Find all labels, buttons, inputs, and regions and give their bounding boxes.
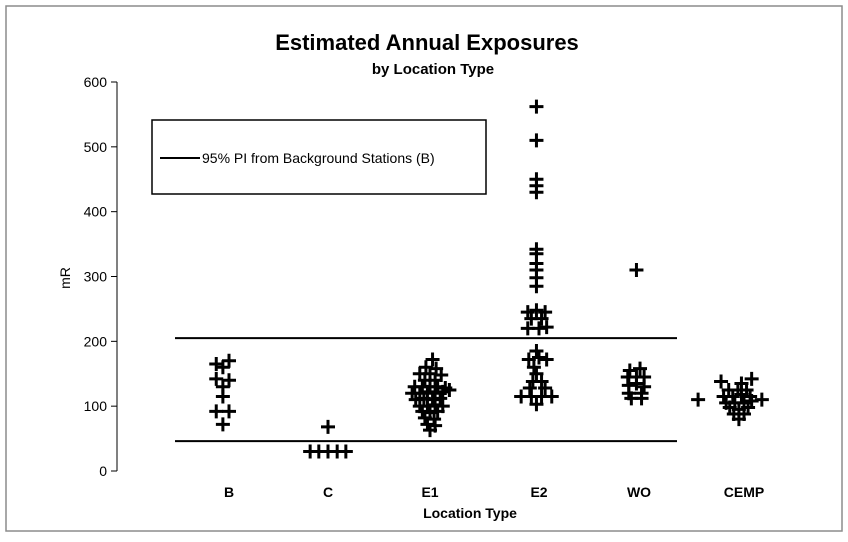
data-point-wo	[629, 376, 644, 391]
data-point-cemp	[714, 374, 729, 389]
data-point-e1	[423, 423, 437, 438]
data-point-wo	[634, 391, 649, 406]
y-tick-label: 0	[99, 463, 107, 479]
data-point-cemp	[744, 371, 759, 386]
data-point-b	[209, 404, 224, 419]
data-point-e2	[529, 185, 544, 200]
data-point-e2	[529, 303, 544, 318]
x-axis-label: Location Type	[423, 505, 517, 521]
reference-lines	[175, 337, 677, 443]
data-point-b	[222, 404, 236, 419]
data-point-e1	[425, 352, 440, 367]
y-axis-label: mR	[57, 267, 73, 289]
chart-border	[5, 5, 843, 532]
data-point-e2	[539, 352, 554, 367]
data-point-e1	[430, 404, 445, 419]
data-point-e2	[522, 381, 537, 396]
y-axis-ticks: 0 100 200 300 400 500 600	[84, 74, 117, 479]
data-point-wo	[622, 363, 637, 378]
x-tick-label: WO	[627, 484, 651, 500]
data-point-e2	[538, 381, 553, 396]
legend: 95% PI from Background Stations (B)	[151, 119, 487, 195]
y-tick-label: 300	[84, 269, 108, 285]
data-point-cemp	[691, 392, 706, 407]
x-tick-label: E2	[530, 484, 547, 500]
data-point-e2	[526, 360, 541, 375]
legend-box	[151, 119, 487, 195]
data-point-c	[338, 444, 353, 459]
data-point-b	[215, 389, 230, 404]
x-tick-label: E1	[421, 484, 438, 500]
data-point-b	[209, 371, 224, 386]
data-point-e2	[529, 99, 544, 114]
x-axis-ticks: B C E1 E2 WO CEMP	[224, 484, 764, 500]
legend-entry-label: 95% PI from Background Stations (B)	[202, 150, 435, 166]
data-point-cemp	[725, 389, 740, 404]
data-point-e2	[529, 344, 544, 359]
data-point-e1	[442, 382, 457, 397]
data-point-wo	[629, 263, 644, 278]
chart-title: Estimated Annual Exposures	[275, 30, 579, 55]
data-point-e2	[544, 389, 559, 404]
data-point-wo	[637, 379, 652, 394]
data-point-e2	[534, 311, 549, 326]
data-point-cemp	[731, 412, 746, 427]
data-point-e2	[529, 133, 544, 148]
y-tick-label: 100	[84, 398, 108, 414]
data-point-b	[215, 360, 230, 375]
y-tick-label: 600	[84, 74, 108, 90]
y-tick-label: 200	[84, 333, 108, 349]
data-point-b	[215, 417, 230, 432]
data-points	[209, 99, 769, 459]
data-point-e2	[529, 279, 544, 294]
data-point-e2	[521, 352, 536, 367]
data-point-e2	[532, 350, 546, 365]
data-point-c	[321, 419, 335, 434]
data-point-cemp	[734, 387, 749, 402]
data-point-e2	[529, 397, 544, 412]
x-tick-label: CEMP	[724, 484, 764, 500]
x-tick-label: B	[224, 484, 234, 500]
y-tick-label: 500	[84, 139, 108, 155]
data-point-e2	[529, 366, 544, 381]
data-point-e1	[435, 384, 450, 399]
data-point-wo	[633, 361, 648, 376]
y-tick-label: 400	[84, 204, 108, 220]
chart-subtitle: by Location Type	[372, 61, 494, 78]
x-tick-label: C	[323, 484, 333, 500]
data-point-e2	[539, 320, 554, 335]
